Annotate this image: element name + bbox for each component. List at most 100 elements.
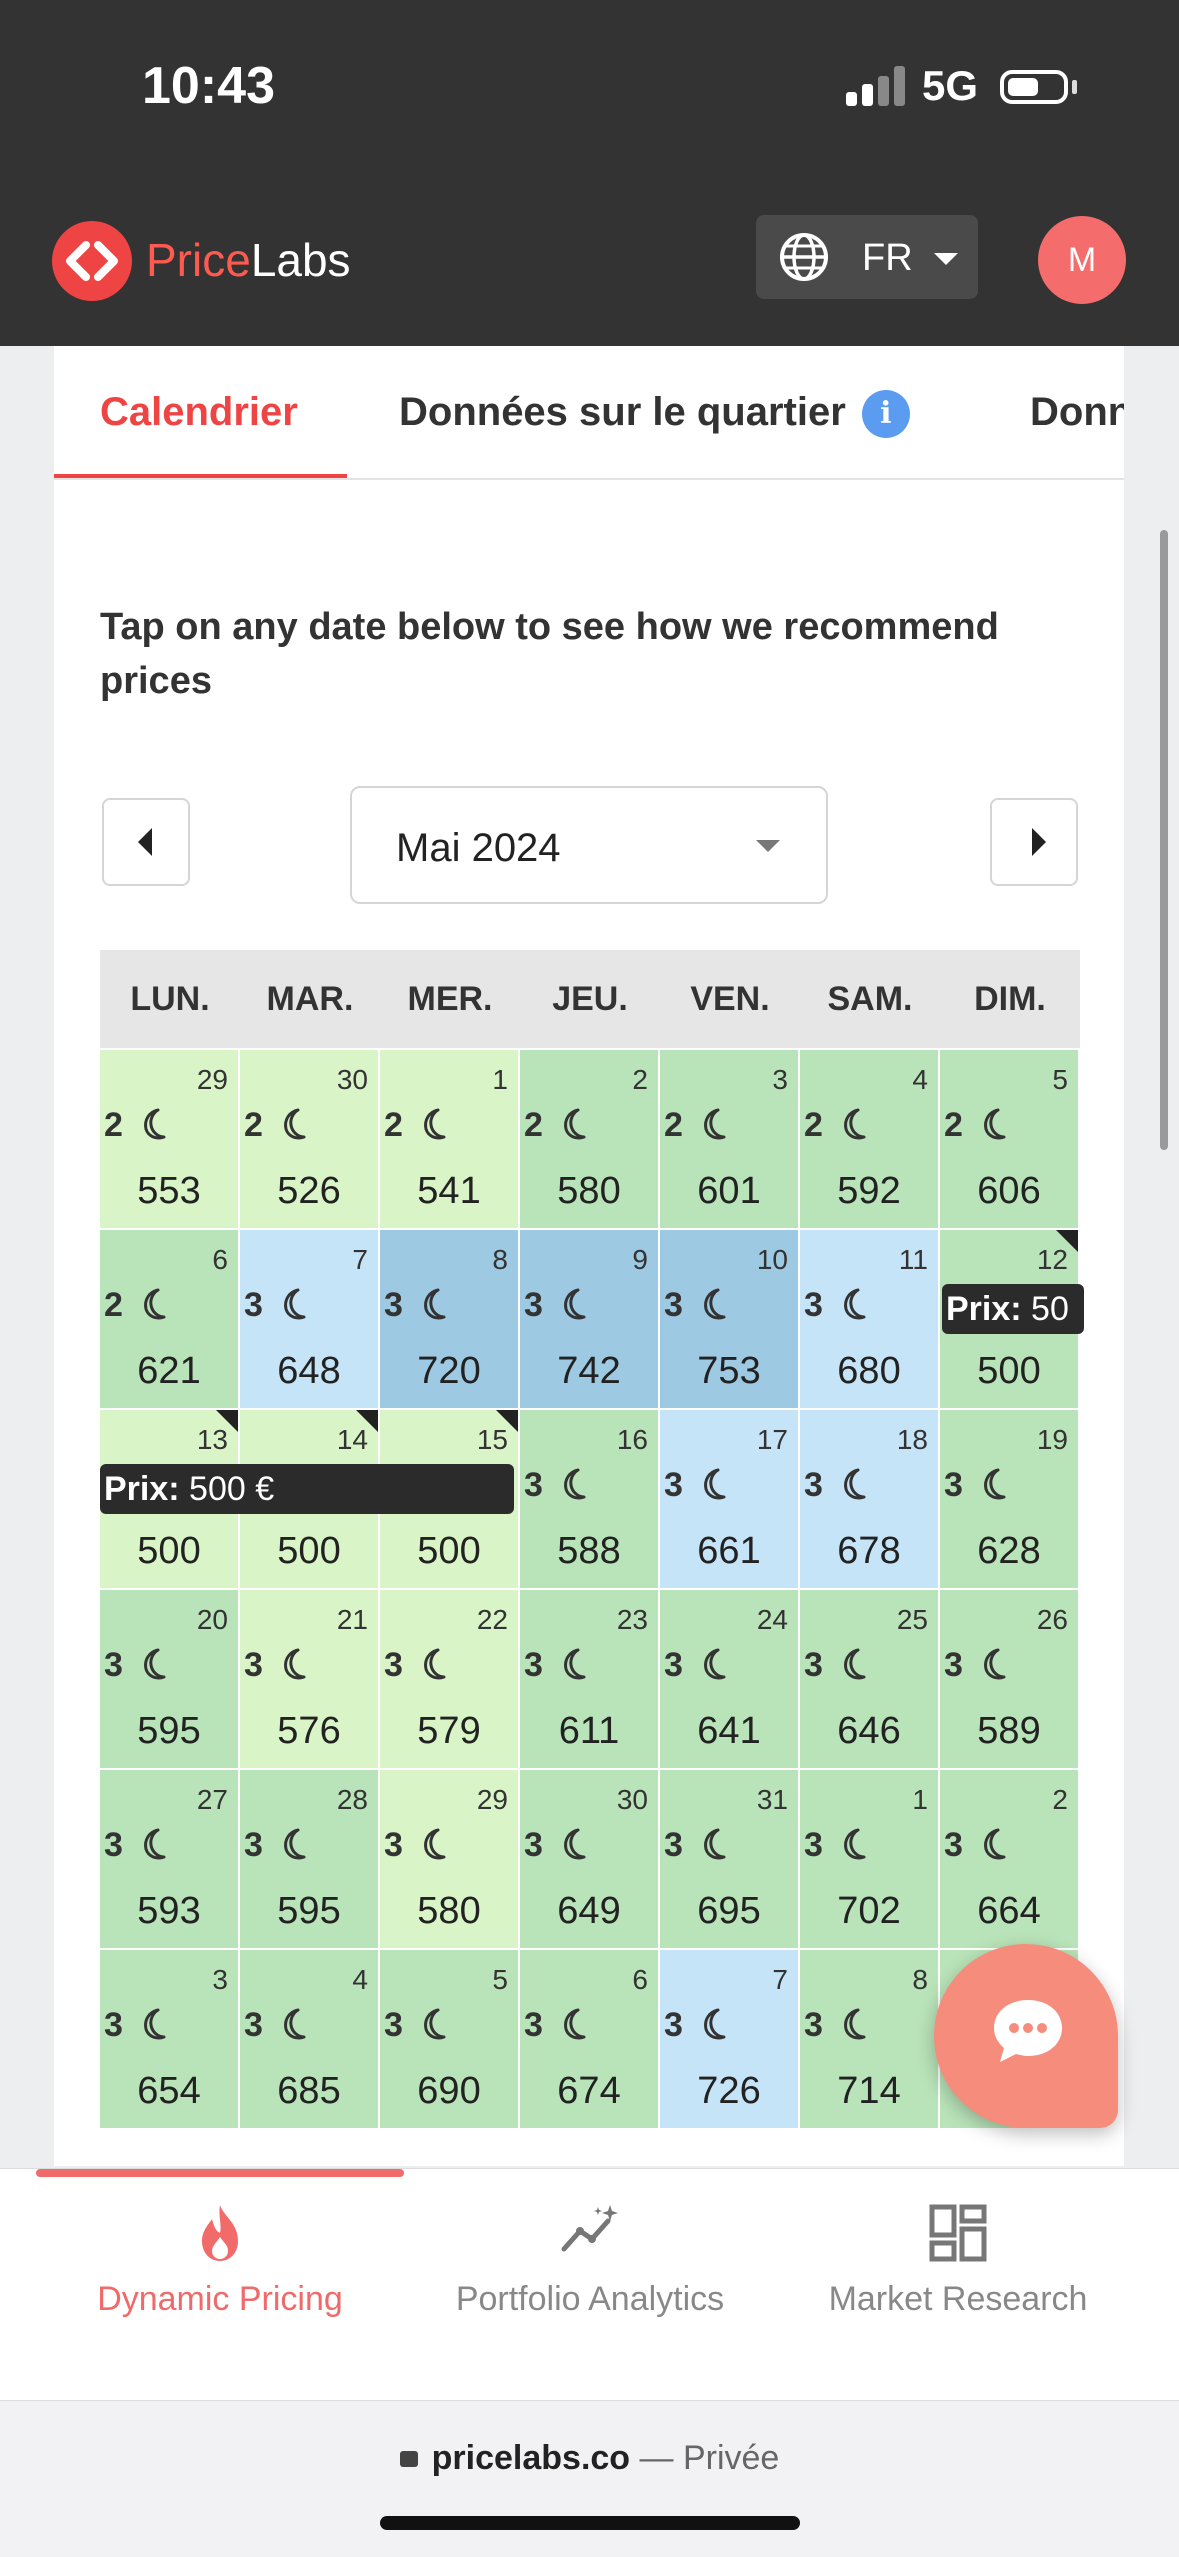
nav-market-research[interactable]: Market Research xyxy=(808,2201,1108,2321)
day-price: 661 xyxy=(697,1530,761,1572)
address-bar[interactable]: pricelabs.co — Privée xyxy=(0,2400,1179,2557)
nav-portfolio-analytics[interactable]: Portfolio Analytics xyxy=(440,2201,740,2321)
calendar-day-cell[interactable]: 28 3 595 xyxy=(240,1770,378,1948)
moon-icon xyxy=(414,1104,454,1144)
calendar-day-cell[interactable]: 2 3 664 xyxy=(940,1770,1078,1948)
calendar-day-cell[interactable]: 7 3 726 xyxy=(660,1950,798,2128)
calendar-day-cell[interactable]: 5 2 606 xyxy=(940,1050,1078,1228)
moon-icon xyxy=(554,1644,594,1684)
chevron-down-icon xyxy=(756,840,780,852)
day-price: 588 xyxy=(557,1530,621,1572)
next-month-button[interactable] xyxy=(990,798,1078,886)
calendar-day-cell[interactable]: 11 3 680 xyxy=(800,1230,938,1408)
previous-month-button[interactable] xyxy=(102,798,190,886)
calendar-day-cell[interactable]: 23 3 611 xyxy=(520,1590,658,1768)
moon-icon xyxy=(834,1464,874,1504)
day-price: 595 xyxy=(137,1710,201,1752)
min-nights: 2 xyxy=(104,1286,123,1324)
calendar-day-cell[interactable]: 7 3 648 xyxy=(240,1230,378,1408)
pricelabs-logo-icon[interactable] xyxy=(52,221,132,301)
nav-dynamic-pricing[interactable]: Dynamic Pricing xyxy=(70,2201,370,2321)
calendar-day-cell[interactable]: 4 2 592 xyxy=(800,1050,938,1228)
calendar-day-cell[interactable]: 29 3 580 xyxy=(380,1770,518,1948)
day-price: 592 xyxy=(837,1170,901,1212)
calendar-day-cell[interactable]: 20 3 595 xyxy=(100,1590,238,1768)
tab-donnees[interactable]: Donn xyxy=(1030,390,1124,434)
calendar-day-cell[interactable]: 31 3 695 xyxy=(660,1770,798,1948)
url-privacy: — Privée xyxy=(639,2439,780,2477)
status-time: 10:43 xyxy=(142,57,275,115)
min-nights: 3 xyxy=(664,1646,683,1684)
calendar-day-cell[interactable]: 10 3 753 xyxy=(660,1230,798,1408)
min-nights: 2 xyxy=(944,1106,963,1144)
tab-donnees-quartier[interactable]: Données sur le quartier i xyxy=(399,390,910,439)
moon-icon xyxy=(694,2004,734,2044)
calendar-day-cell[interactable]: 30 3 649 xyxy=(520,1770,658,1948)
calendar-day-cell[interactable]: 24 3 641 xyxy=(660,1590,798,1768)
chevron-left-icon xyxy=(138,828,152,856)
calendar-day-cell[interactable]: 1 2 541 xyxy=(380,1050,518,1228)
lock-icon xyxy=(399,2451,418,2467)
calendar-day-cell[interactable]: 8 3 720 xyxy=(380,1230,518,1408)
calendar-day-cell[interactable]: 2 2 580 xyxy=(520,1050,658,1228)
brand-name[interactable]: PriceLabs xyxy=(146,233,351,287)
scrollbar[interactable] xyxy=(1160,530,1168,1150)
calendar-day-cell[interactable]: 21 3 576 xyxy=(240,1590,378,1768)
calendar-day-cell[interactable]: 29 2 553 xyxy=(100,1050,238,1228)
calendar-day-cell[interactable]: 5 3 690 xyxy=(380,1950,518,2128)
min-nights: 3 xyxy=(244,1286,263,1324)
day-price: 580 xyxy=(557,1170,621,1212)
min-nights: 3 xyxy=(664,1286,683,1324)
calendar-day-cell[interactable]: 3 3 654 xyxy=(100,1950,238,2128)
weekday-header: DIM. xyxy=(974,980,1046,1018)
day-number: 6 xyxy=(212,1244,228,1275)
min-nights: 3 xyxy=(384,2006,403,2044)
min-nights: 3 xyxy=(944,1646,963,1684)
day-number: 4 xyxy=(912,1064,928,1095)
calendar-day-cell[interactable]: 16 3 588 xyxy=(520,1410,658,1588)
moon-icon xyxy=(694,1644,734,1684)
chart-sparkle-icon xyxy=(561,2205,618,2252)
moon-icon xyxy=(134,1644,174,1684)
calendar-day-cell[interactable]: 25 3 646 xyxy=(800,1590,938,1768)
calendar-day-cell[interactable]: 30 2 526 xyxy=(240,1050,378,1228)
day-price: 500 xyxy=(417,1530,481,1572)
info-icon[interactable]: i xyxy=(861,390,910,439)
calendar-day-cell[interactable]: 22 3 579 xyxy=(380,1590,518,1768)
calendar-day-cell[interactable]: 1 3 702 xyxy=(800,1770,938,1948)
calendar-day-cell[interactable]: 26 3 589 xyxy=(940,1590,1078,1768)
day-number: 29 xyxy=(476,1784,508,1815)
day-price: 589 xyxy=(977,1710,1041,1752)
moon-icon xyxy=(834,2004,874,2044)
calendar-day-cell[interactable]: 27 3 593 xyxy=(100,1770,238,1948)
calendar-day-cell[interactable]: 3 2 601 xyxy=(660,1050,798,1228)
grid-icon xyxy=(929,2204,987,2262)
month-select[interactable]: Mai 2024 xyxy=(350,786,828,904)
moon-icon xyxy=(554,2004,594,2044)
day-number: 29 xyxy=(196,1064,228,1095)
day-number: 11 xyxy=(898,1244,928,1275)
calendar-day-cell[interactable]: 9 3 742 xyxy=(520,1230,658,1408)
moon-icon xyxy=(694,1104,734,1144)
moon-icon xyxy=(274,1644,314,1684)
calendar-day-cell[interactable]: 6 2 621 xyxy=(100,1230,238,1408)
calendar-day-cell[interactable]: 17 3 661 xyxy=(660,1410,798,1588)
calendar-day-cell[interactable]: 18 3 678 xyxy=(800,1410,938,1588)
language-selector[interactable]: FR xyxy=(756,215,978,299)
moon-icon xyxy=(974,1104,1014,1144)
day-number: 2 xyxy=(632,1064,648,1095)
calendar-day-cell[interactable]: 4 3 685 xyxy=(240,1950,378,2128)
calendar-day-cell[interactable]: 19 3 628 xyxy=(940,1410,1078,1588)
battery-tip xyxy=(1072,80,1077,94)
moon-icon xyxy=(554,1824,594,1864)
day-price: 690 xyxy=(417,2070,481,2112)
chat-button[interactable] xyxy=(934,1944,1118,2128)
tab-calendrier[interactable]: Calendrier xyxy=(100,390,298,434)
calendar-day-cell[interactable]: 6 3 674 xyxy=(520,1950,658,2128)
avatar[interactable]: M xyxy=(1038,216,1126,304)
calendar-day-cell[interactable]: 8 3 714 xyxy=(800,1950,938,2128)
day-number: 19 xyxy=(1036,1424,1068,1455)
day-price: 500 xyxy=(137,1530,201,1572)
network-type: 5G xyxy=(922,62,979,109)
min-nights: 3 xyxy=(104,2006,123,2044)
